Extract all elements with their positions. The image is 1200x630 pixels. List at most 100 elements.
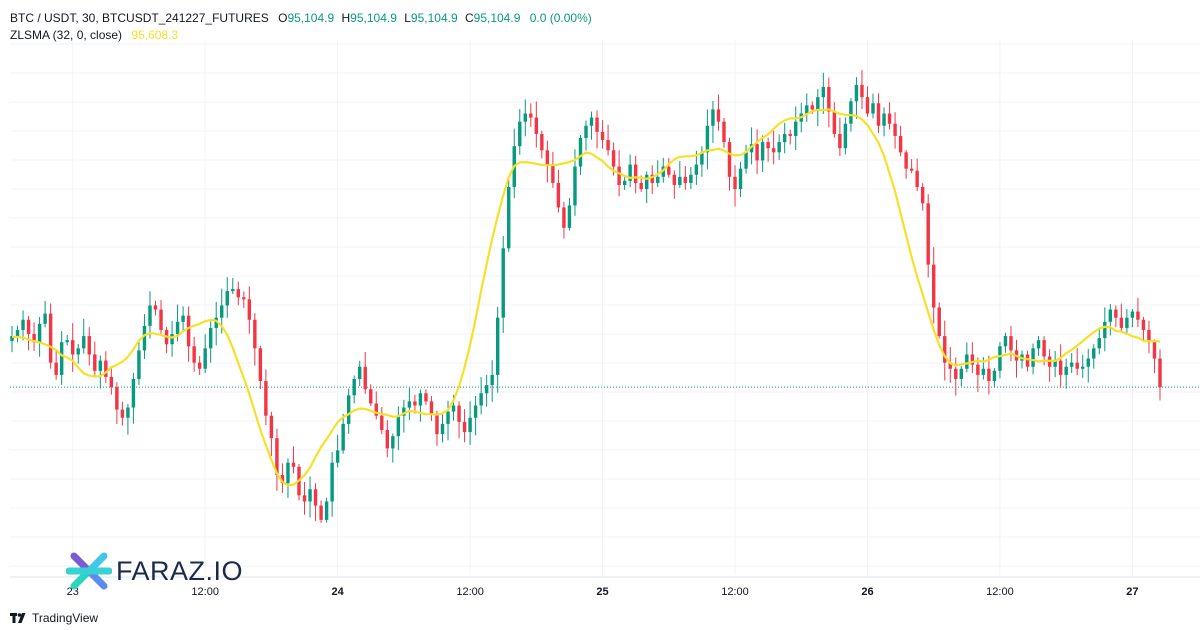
candle <box>71 323 75 372</box>
candle <box>816 88 820 127</box>
candle-body <box>1042 340 1046 357</box>
candle <box>495 306 500 393</box>
candle-body <box>600 131 605 141</box>
candle <box>319 500 323 523</box>
tradingview-footer[interactable]: TradingView <box>10 611 98 625</box>
candle <box>208 321 213 363</box>
candle-body <box>104 360 108 377</box>
candle <box>137 340 141 386</box>
candle <box>396 406 401 451</box>
candle <box>854 77 859 119</box>
tradingview-text: TradingView <box>32 611 99 625</box>
candle <box>346 388 351 434</box>
candle <box>153 300 158 316</box>
candle <box>805 93 809 122</box>
candle <box>821 72 826 114</box>
candle-body <box>131 378 136 408</box>
candle <box>32 322 36 352</box>
candle-body <box>258 348 263 382</box>
candle-body <box>805 105 809 114</box>
candle <box>727 137 732 191</box>
candle-body <box>197 362 202 369</box>
candle-body <box>678 176 682 185</box>
candle-body <box>976 364 980 375</box>
candle <box>291 446 296 474</box>
candle-body <box>959 368 964 379</box>
candle-body <box>1081 366 1085 369</box>
candle-body <box>578 138 583 167</box>
candle-body <box>1125 317 1129 328</box>
candle <box>904 149 908 179</box>
candle-body <box>871 103 875 114</box>
candle <box>159 300 163 334</box>
candle-body <box>402 407 406 416</box>
candle <box>898 125 903 157</box>
candle <box>518 109 522 155</box>
low-value: 95,104.9 <box>410 11 458 25</box>
candle-body <box>291 462 296 467</box>
candle <box>512 128 516 199</box>
candle-body <box>159 309 163 330</box>
candle <box>192 336 196 372</box>
candle-body <box>882 113 886 126</box>
candle-body <box>242 297 246 300</box>
candle <box>148 291 152 339</box>
candle <box>771 130 776 165</box>
candle <box>584 120 588 151</box>
candle <box>700 146 704 177</box>
candle-body <box>645 174 649 190</box>
candle-body <box>109 376 114 388</box>
candle <box>352 375 356 404</box>
candle-body <box>330 462 334 502</box>
candle-body <box>932 264 936 308</box>
candle <box>943 320 947 381</box>
candle <box>59 331 64 385</box>
candle-body <box>1064 366 1068 375</box>
candle-body <box>766 142 770 149</box>
ohlc-row: BTC / USDT, 30, BTCUSDT_241227_FUTURES O… <box>10 10 592 27</box>
candle <box>54 349 58 380</box>
brand-watermark: FARAZ.IO <box>66 548 243 594</box>
candle <box>280 463 285 493</box>
candle-body <box>380 415 384 431</box>
candle <box>1108 303 1113 336</box>
candle <box>882 107 886 137</box>
candle-body <box>501 248 505 318</box>
high-value: 95,104.9 <box>350 11 397 25</box>
candle-body <box>788 133 792 136</box>
candle-body <box>374 403 378 416</box>
candle-body <box>683 176 688 183</box>
candle-body <box>203 348 207 369</box>
candle-body <box>1097 338 1101 349</box>
candle-body <box>529 113 533 118</box>
candle-body <box>181 315 185 322</box>
candle <box>794 106 798 150</box>
candle <box>462 409 467 443</box>
candle <box>672 170 677 199</box>
candle <box>1125 309 1129 335</box>
candle-body <box>656 176 660 183</box>
symbol-label[interactable]: BTC / USDT, 30, BTCUSDT_241227_FUTURES <box>10 11 269 25</box>
candle-body <box>992 370 997 382</box>
indicator-label[interactable]: ZLSMA (32, 0, close) <box>10 28 123 42</box>
candle <box>1064 358 1068 389</box>
candle-body <box>479 393 483 406</box>
candle-body <box>518 121 522 147</box>
candle-body <box>650 174 654 183</box>
candle <box>126 403 130 435</box>
candle <box>1081 354 1085 378</box>
candle <box>197 356 202 375</box>
candle-body <box>231 289 235 292</box>
candle-body <box>727 142 732 177</box>
candle <box>1158 349 1162 401</box>
candle-body <box>1114 309 1118 318</box>
candle <box>236 281 240 306</box>
candle-body <box>192 346 196 363</box>
candle <box>633 155 638 194</box>
candle-body <box>545 150 550 165</box>
candle-body <box>429 401 434 414</box>
candle-body <box>247 299 252 320</box>
candle-body <box>214 317 218 328</box>
candle-body <box>1119 317 1124 328</box>
